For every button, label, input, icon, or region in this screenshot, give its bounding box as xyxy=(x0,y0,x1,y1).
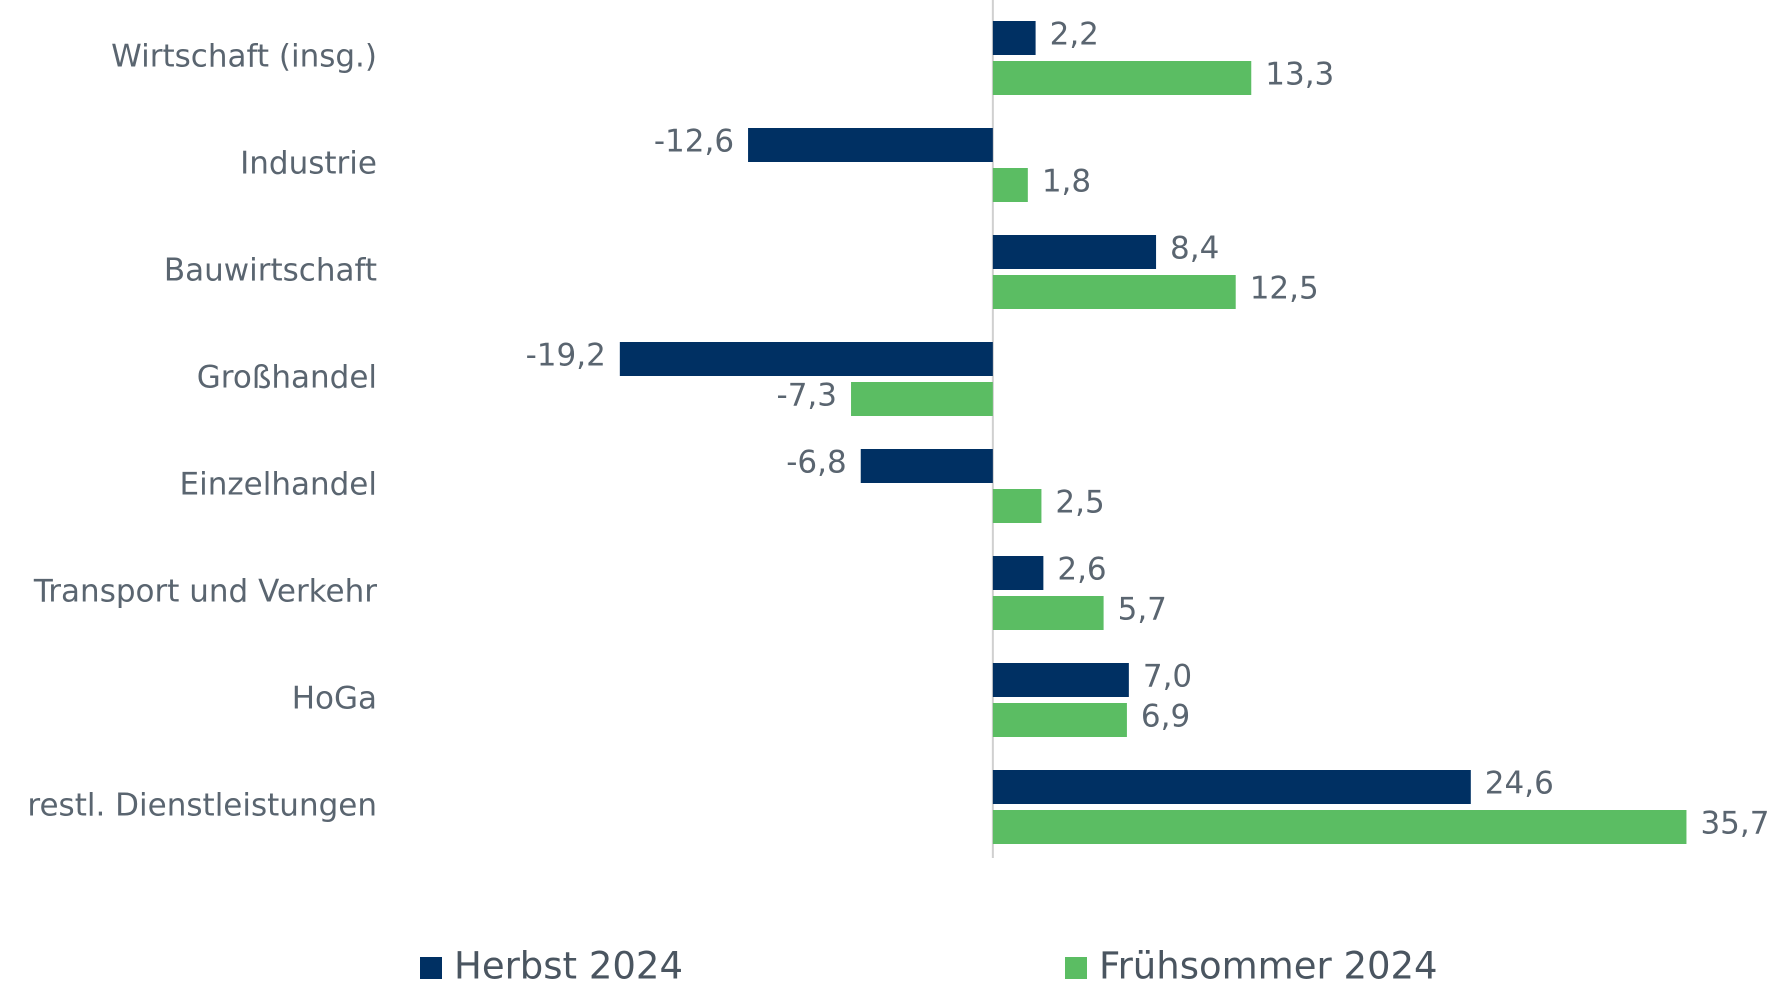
legend-swatch xyxy=(420,957,442,979)
bar xyxy=(992,810,1687,844)
category-label: Einzelhandel xyxy=(180,467,377,503)
value-label: -7,3 xyxy=(777,378,838,414)
bar xyxy=(992,596,1104,630)
value-label: 7,0 xyxy=(1143,659,1192,695)
category-label: Industrie xyxy=(240,146,377,182)
bar xyxy=(992,770,1471,804)
category-label: restl. Dienstleistungen xyxy=(27,788,377,824)
category-label: HoGa xyxy=(292,681,377,717)
category-label: Wirtschaft (insg.) xyxy=(111,39,377,75)
value-label: 5,7 xyxy=(1118,592,1167,628)
bar xyxy=(860,449,993,483)
value-label: 2,5 xyxy=(1055,485,1104,521)
value-label: 2,2 xyxy=(1050,17,1099,53)
legend-label: Frühsommer 2024 xyxy=(1099,945,1438,983)
value-label: 1,8 xyxy=(1042,164,1091,200)
legend-label: Herbst 2024 xyxy=(454,945,683,983)
value-label: -19,2 xyxy=(526,338,606,374)
value-label: -12,6 xyxy=(654,124,734,160)
value-label: 24,6 xyxy=(1485,766,1554,802)
bar xyxy=(992,556,1044,590)
bar xyxy=(851,382,993,416)
bar xyxy=(748,128,993,162)
category-label: Bauwirtschaft xyxy=(164,253,377,289)
category-label: Großhandel xyxy=(197,360,377,396)
value-label: -6,8 xyxy=(786,445,847,481)
bar xyxy=(992,168,1028,202)
value-label: 2,6 xyxy=(1057,552,1106,588)
legend-swatch xyxy=(1065,957,1087,979)
bar xyxy=(992,663,1129,697)
value-label: 8,4 xyxy=(1170,231,1219,267)
bar xyxy=(992,703,1127,737)
value-label: 35,7 xyxy=(1700,806,1769,842)
value-label: 12,5 xyxy=(1250,271,1319,307)
bar xyxy=(992,61,1252,95)
bar xyxy=(619,342,993,376)
bar xyxy=(992,275,1236,309)
value-label: 6,9 xyxy=(1141,699,1190,735)
bar xyxy=(992,235,1157,269)
bar xyxy=(992,21,1036,55)
value-label: 13,3 xyxy=(1265,57,1334,93)
bar xyxy=(992,489,1042,523)
category-label: Transport und Verkehr xyxy=(33,574,377,610)
